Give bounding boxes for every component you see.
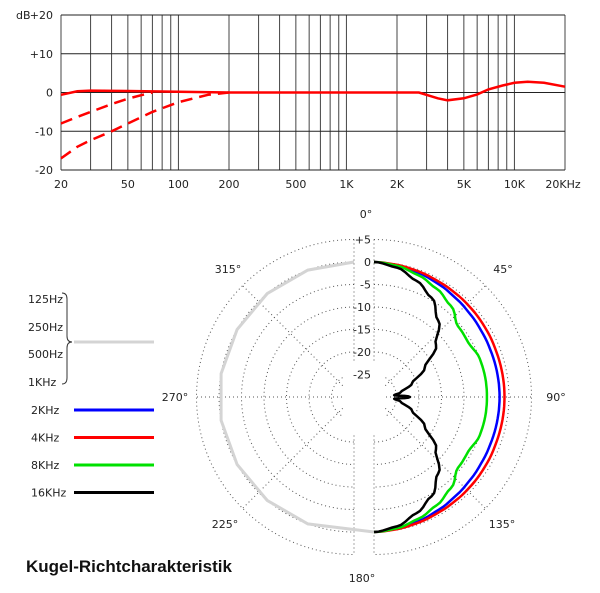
polar-ring — [373, 306, 465, 488]
ring-label-bg — [356, 346, 372, 358]
legend-label: 1KHz — [28, 376, 56, 389]
ring-label-bg — [356, 233, 372, 246]
low-cut-curve — [60, 91, 153, 125]
ring-label: -10 — [353, 301, 371, 314]
angle-label: 0° — [360, 208, 373, 221]
ring-label-bg — [356, 368, 372, 381]
polar-curve-16khz — [373, 260, 441, 534]
angle-label: 135° — [489, 518, 516, 531]
angle-label: 90° — [546, 391, 566, 404]
angle-label: 180° — [349, 572, 376, 585]
legend-label: 16KHz — [31, 487, 66, 500]
legend-label: 250Hz — [28, 321, 63, 334]
x-tick-label: 5K — [457, 178, 472, 191]
ring-label: -25 — [353, 369, 371, 382]
x-tick-label: 50 — [121, 178, 135, 191]
ring-label-bg — [356, 323, 372, 336]
legend: 125Hz 250Hz 500Hz 1KHz 2KHz 4KHz 8KHz 16KHz — [28, 292, 154, 500]
x-tick-label: 10K — [504, 178, 526, 191]
polar-curve-125hz-1khz — [219, 260, 375, 534]
angle-label: 270° — [162, 391, 189, 404]
legend-label: 2KHz — [31, 404, 59, 417]
legend-label: 8KHz — [31, 459, 59, 472]
x-tick-label: 20 — [54, 178, 68, 191]
polar-ring — [373, 329, 442, 465]
x-tick-label: 500 — [285, 178, 306, 191]
frequency-response-chart: 20 50 100 200 500 1K 2K 5K 10K 20KHz +20 +10 0 -10 -20… — [16, 9, 581, 191]
legend-label: 500Hz — [28, 348, 63, 361]
frequency-response-curve — [60, 80, 566, 102]
low-cut-curve — [60, 91, 230, 160]
legend-brace — [61, 292, 73, 385]
angle-label: 225° — [212, 518, 239, 531]
polar-curve-4khz — [373, 260, 506, 534]
y-axis-label: dB — [16, 9, 31, 22]
angle-label: 315° — [215, 263, 242, 276]
ring-label: 0 — [364, 256, 371, 269]
chart-title: Kugel-Richtcharakteristik — [26, 557, 232, 576]
polar-ring — [373, 261, 510, 533]
x-tick-label: 1K — [339, 178, 354, 191]
polar-curve-2khz — [373, 260, 501, 534]
x-tick-label: 100 — [168, 178, 189, 191]
polar-pattern-chart: 0° 45° 90° 135° 180° 225° 270° 315° +5 0 -5 -10 -15 -… — [162, 208, 566, 585]
y-tick-label: -20 — [35, 164, 53, 177]
polar-ring — [373, 239, 532, 555]
x-tick-label: 200 — [219, 178, 240, 191]
polar-curve-8khz — [373, 260, 489, 534]
ring-label-bg — [356, 301, 372, 313]
legend-label: 125Hz — [28, 293, 63, 306]
ring-label: -20 — [353, 346, 371, 359]
x-tick-label: 2K — [390, 178, 405, 191]
legend-label: 4KHz — [31, 432, 59, 445]
x-tick-label: 20KHz — [545, 178, 580, 191]
ring-label: +5 — [355, 234, 371, 247]
y-tick-label: -10 — [35, 125, 53, 138]
ring-label-bg — [356, 278, 372, 291]
y-tick-label: 0 — [46, 87, 53, 100]
y-tick-label: +10 — [30, 48, 53, 61]
ring-label: -5 — [360, 279, 371, 292]
polar-ring — [263, 306, 355, 488]
polar-ring — [218, 261, 355, 533]
y-tick-label: +20 — [30, 9, 53, 22]
ring-label: -15 — [353, 324, 371, 337]
ring-label-bg — [356, 256, 372, 268]
angle-label: 45° — [493, 263, 513, 276]
polar-ring — [286, 329, 355, 465]
